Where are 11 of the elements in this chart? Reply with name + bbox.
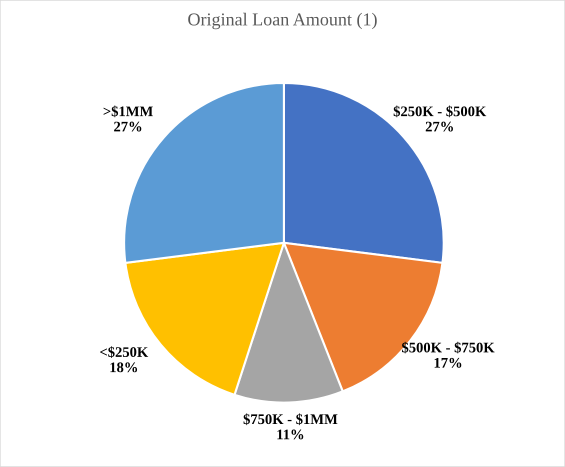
chart-title: Original Loan Amount (1) <box>188 12 377 30</box>
data-label: 27% <box>114 122 142 132</box>
data-label: 11% <box>277 430 304 440</box>
data-label: 17% <box>434 358 462 368</box>
data-label: 18% <box>110 362 138 372</box>
slice-label: $500K - $750K <box>402 342 495 354</box>
data-label: 27% <box>426 122 453 132</box>
slice-label: $250K - $500K <box>394 106 486 118</box>
slice-label: $750K - $1MM <box>244 413 338 426</box>
slice-label: <$250K <box>100 346 148 358</box>
slice-label: >$1MM <box>104 106 153 118</box>
